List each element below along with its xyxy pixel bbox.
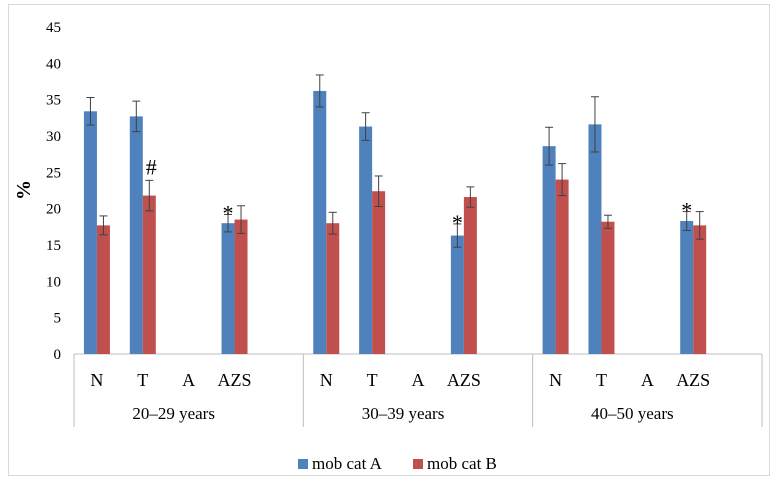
category-label: T xyxy=(367,370,378,390)
bar xyxy=(83,111,97,354)
category-label: AZS xyxy=(218,370,252,390)
bar xyxy=(693,225,707,354)
bar xyxy=(450,235,464,354)
legend: mob cat A mob cat B xyxy=(298,454,497,473)
bar xyxy=(96,225,110,354)
y-tick-label: 0 xyxy=(54,347,62,363)
bar xyxy=(313,90,327,355)
category-label: N xyxy=(90,370,103,390)
y-axis-label: % xyxy=(13,180,35,200)
category-label: N xyxy=(320,370,333,390)
category-label: AZS xyxy=(676,370,710,390)
group-label: 40–50 years xyxy=(591,404,674,423)
bar xyxy=(234,219,248,354)
significance-marker: * xyxy=(223,200,234,225)
y-tick-label: 15 xyxy=(46,238,61,254)
category-label: N xyxy=(549,370,562,390)
annotations: # * * * xyxy=(146,154,692,235)
significance-marker: * xyxy=(681,198,692,223)
y-axis-ticks: 0 5 10 15 20 25 30 35 40 45 xyxy=(46,20,61,363)
bar xyxy=(221,223,235,354)
bar xyxy=(326,223,340,354)
y-tick-label: 10 xyxy=(46,274,61,290)
legend-swatch xyxy=(413,459,423,469)
y-tick-label: 5 xyxy=(54,311,62,327)
category-label: T xyxy=(596,370,607,390)
bar xyxy=(542,146,556,354)
legend-label: mob cat A xyxy=(312,454,383,473)
category-label: A xyxy=(182,370,195,390)
y-tick-label: 35 xyxy=(46,93,61,109)
y-tick-label: 45 xyxy=(46,20,61,36)
bar xyxy=(372,191,386,354)
y-tick-label: 40 xyxy=(46,56,61,72)
significance-marker: # xyxy=(146,154,157,179)
bar xyxy=(463,197,477,354)
category-label: A xyxy=(412,370,425,390)
bar xyxy=(129,116,143,354)
bars xyxy=(83,74,707,355)
y-tick-label: 20 xyxy=(46,202,61,218)
axes xyxy=(73,353,763,427)
group-label: 20–29 years xyxy=(132,404,215,423)
significance-marker: * xyxy=(452,210,463,235)
group-label: 30–39 years xyxy=(362,404,445,423)
bar xyxy=(555,179,569,354)
bar xyxy=(142,195,156,354)
y-tick-label: 30 xyxy=(46,129,61,145)
bar xyxy=(601,221,615,354)
legend-swatch xyxy=(298,459,308,469)
bar xyxy=(588,124,602,354)
category-label: A xyxy=(641,370,654,390)
bar xyxy=(359,126,373,354)
bar xyxy=(680,221,694,354)
category-label: T xyxy=(137,370,148,390)
legend-label: mob cat B xyxy=(427,454,497,473)
y-tick-label: 25 xyxy=(46,165,61,181)
category-label: AZS xyxy=(447,370,481,390)
